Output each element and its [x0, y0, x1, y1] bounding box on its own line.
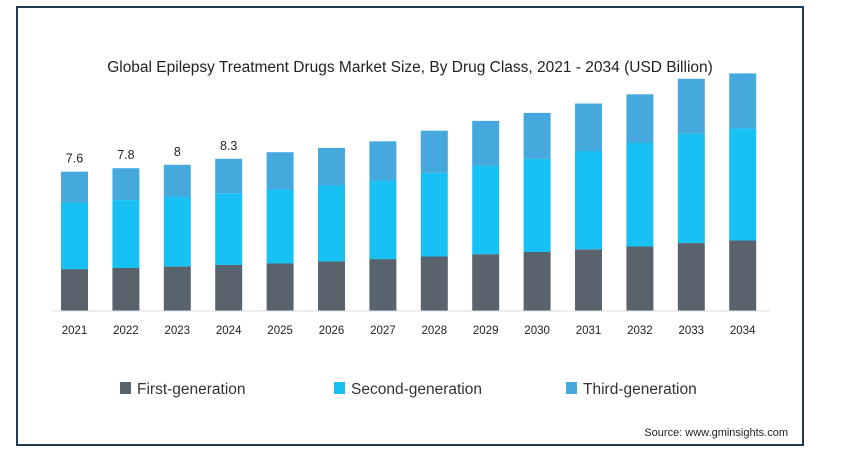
- bar-2030-second-generation: [523, 158, 551, 252]
- bar-2027-first-generation: [369, 259, 397, 311]
- bar-2032-third-generation: [626, 94, 654, 143]
- source-note: Source: www.gminsights.com: [644, 427, 788, 439]
- data-label-2023: 8: [174, 145, 181, 159]
- bar-2030-third-generation: [523, 112, 551, 159]
- bar-2033-third-generation: [677, 78, 705, 134]
- x-tick-label: 2021: [62, 325, 88, 337]
- legend-label: Third-generation: [583, 381, 697, 398]
- legend-item-second-generation: Second-generation: [334, 381, 482, 398]
- bar-2034-first-generation: [729, 240, 757, 311]
- legend-item-first-generation: First-generation: [120, 381, 246, 398]
- bar-2025-first-generation: [266, 263, 294, 311]
- bar-2023-second-generation: [163, 196, 191, 267]
- bar-2023-third-generation: [163, 164, 191, 197]
- bar-2024-first-generation: [215, 264, 243, 311]
- chart-title: Global Epilepsy Treatment Drugs Market S…: [107, 59, 713, 76]
- bar-2031-second-generation: [575, 151, 602, 250]
- legend-label: Second-generation: [351, 381, 482, 398]
- bar-2028-first-generation: [420, 256, 448, 311]
- bar-2022-first-generation: [112, 268, 140, 311]
- bar-2021-third-generation: [61, 171, 88, 203]
- bar-2026-first-generation: [318, 261, 345, 311]
- legend: First-generation Second-generation Third-g…: [120, 381, 697, 398]
- x-tick-label: 2033: [679, 325, 705, 337]
- bar-2024-second-generation: [215, 193, 243, 265]
- bar-2030-first-generation: [523, 251, 551, 311]
- legend-swatch: [120, 382, 131, 394]
- bar-2027-third-generation: [369, 141, 397, 181]
- bar-2028-third-generation: [420, 130, 448, 173]
- x-tick-label: 2032: [627, 325, 653, 337]
- bar-2026-third-generation: [318, 147, 345, 186]
- data-labels: 7.6 7.8 8 8.3: [66, 139, 238, 166]
- x-tick-label: 2034: [730, 325, 756, 337]
- bar-2025-third-generation: [266, 152, 294, 190]
- bar-2022-second-generation: [112, 200, 140, 268]
- bar-2022-third-generation: [112, 168, 140, 200]
- bar-2031-third-generation: [575, 103, 602, 152]
- legend-label: First-generation: [137, 381, 246, 398]
- bar-2031-first-generation: [575, 249, 602, 311]
- x-tick-label: 2026: [319, 325, 345, 337]
- bar-2034-third-generation: [729, 73, 757, 129]
- x-tick-label: 2025: [267, 325, 293, 337]
- x-tick-labels: 2021 2022 2023 2024 2025 2026 2027 2028 2029 2030…: [62, 325, 756, 337]
- bar-2029-second-generation: [472, 165, 500, 255]
- bar-2023-first-generation: [163, 266, 191, 311]
- x-tick-label: 2023: [165, 325, 191, 337]
- data-label-2024: 8.3: [220, 139, 237, 153]
- data-label-2022: 7.8: [117, 148, 134, 162]
- bar-2028-second-generation: [420, 172, 448, 257]
- legend-item-third-generation: Third-generation: [566, 381, 697, 398]
- bar-2027-second-generation: [369, 180, 397, 260]
- bar-2021-first-generation: [61, 269, 88, 311]
- legend-swatch: [566, 382, 577, 394]
- bar-2033-second-generation: [677, 133, 705, 243]
- bar-2024-third-generation: [215, 158, 243, 194]
- bar-2032-second-generation: [626, 143, 654, 247]
- x-tick-label: 2027: [370, 325, 396, 337]
- bar-2029-third-generation: [472, 120, 500, 166]
- x-tick-label: 2029: [473, 325, 499, 337]
- data-label-2021: 7.6: [66, 152, 83, 166]
- bar-2029-first-generation: [472, 254, 500, 311]
- bar-2026-second-generation: [318, 185, 345, 262]
- x-tick-label: 2031: [576, 325, 602, 337]
- chart-frame: [16, 6, 804, 446]
- x-tick-label: 2030: [524, 325, 550, 337]
- x-tick-label: 2028: [422, 325, 448, 337]
- bar-2034-second-generation: [729, 128, 757, 241]
- bar-2032-first-generation: [626, 246, 654, 311]
- legend-swatch: [334, 382, 345, 394]
- bar-2033-first-generation: [677, 243, 705, 311]
- x-tick-label: 2024: [216, 325, 242, 337]
- x-tick-label: 2022: [113, 325, 139, 337]
- bar-2021-second-generation: [61, 202, 88, 270]
- bars-group: [61, 73, 757, 311]
- bar-2025-second-generation: [266, 189, 294, 264]
